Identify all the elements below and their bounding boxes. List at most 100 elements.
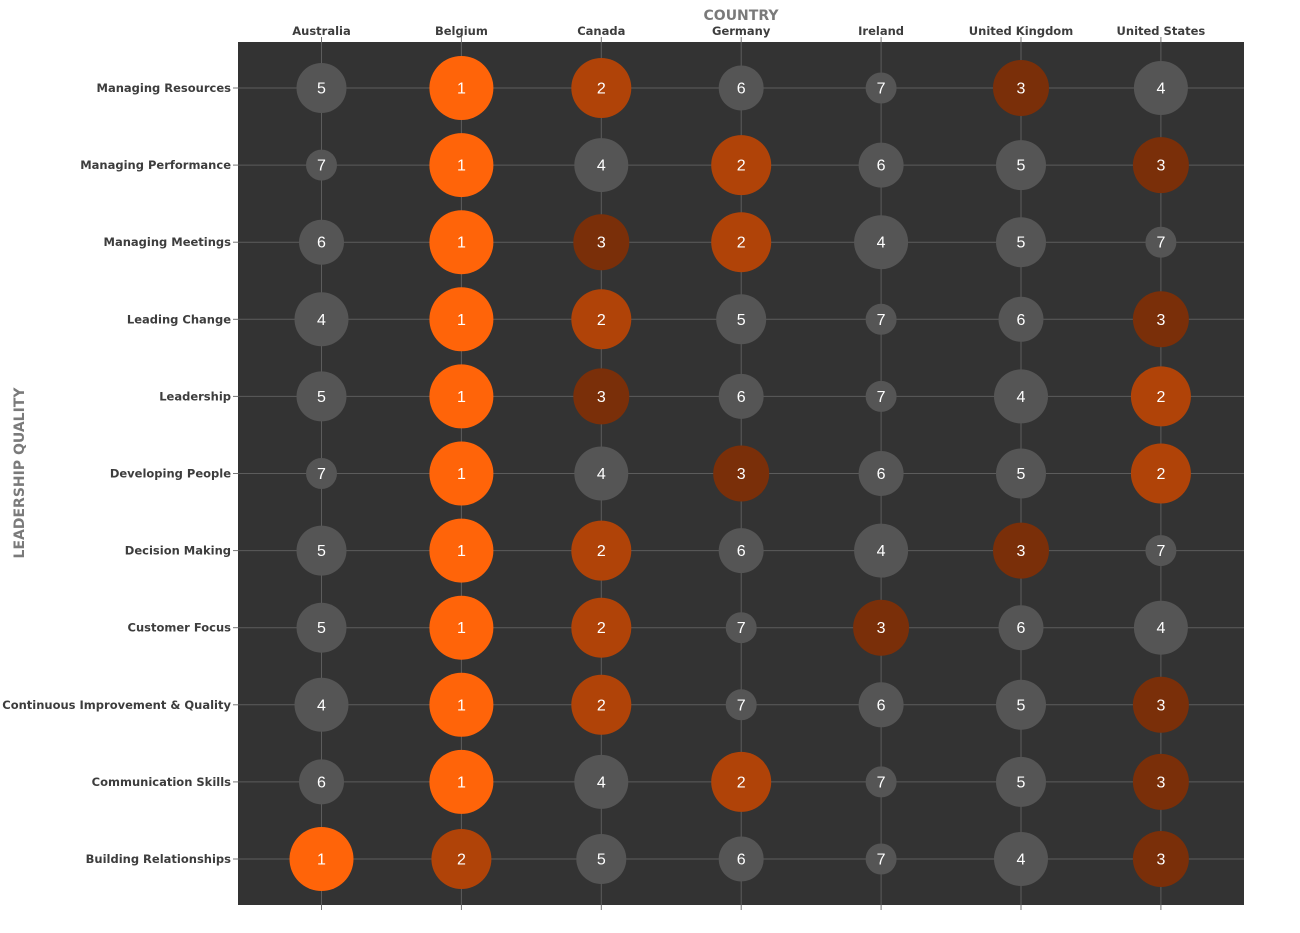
bubble-rank-label: 4 xyxy=(597,774,606,791)
bubble-circle xyxy=(865,380,897,412)
bubble-rank-label: 1 xyxy=(457,389,466,406)
bubble-circle xyxy=(571,597,632,658)
bubble-rank-label: 3 xyxy=(597,389,606,406)
bubble: 5 xyxy=(996,140,1046,191)
bubble-circle xyxy=(429,749,494,814)
bubble-rank-label: 7 xyxy=(877,312,886,329)
bubble-rank-label: 5 xyxy=(1017,466,1026,483)
bubble: 1 xyxy=(429,441,494,506)
row-label: Building Relationships xyxy=(86,852,232,866)
bubble-rank-label: 2 xyxy=(1156,466,1165,483)
bubble-circle xyxy=(1132,676,1189,733)
row-label: Communication Skills xyxy=(92,775,231,789)
bubble: 6 xyxy=(858,451,904,496)
column-label: United States xyxy=(1117,24,1206,38)
bubble-rank-label: 5 xyxy=(317,620,326,637)
bubble-circle xyxy=(1130,366,1191,427)
bubble-rank-label: 2 xyxy=(737,774,746,791)
bubble: 2 xyxy=(711,212,772,273)
bubble-circle xyxy=(296,371,347,422)
bubble-rank-label: 3 xyxy=(1017,543,1026,560)
bubble: 1 xyxy=(429,133,494,198)
bubble-circle xyxy=(725,612,757,644)
bubble-rank-label: 4 xyxy=(877,543,886,560)
bubble-circle xyxy=(571,58,632,118)
column-label: Germany xyxy=(712,24,771,38)
bubble-circle xyxy=(299,759,344,805)
bubble-circle xyxy=(296,63,347,113)
bubble-circle xyxy=(573,368,630,425)
bubble-circle xyxy=(429,672,494,737)
row-label: Managing Performance xyxy=(80,158,231,172)
bubble-rank-label: 7 xyxy=(737,620,746,637)
bubble-circle xyxy=(996,448,1046,499)
bubble-rank-label: 7 xyxy=(1156,543,1165,560)
bubble-circle xyxy=(993,522,1049,579)
bubble-rank-label: 2 xyxy=(597,543,606,560)
bubble-rank-label: 3 xyxy=(1017,81,1026,98)
bubble-rank-label: 6 xyxy=(877,697,886,714)
bubble: 2 xyxy=(571,58,632,118)
bubble-rank-label: 3 xyxy=(597,235,606,252)
row-label: Leading Change xyxy=(127,312,231,326)
y-tick-labels: Managing Resources Managing Performance Ma… xyxy=(2,81,231,866)
bubble-circle xyxy=(1145,226,1177,258)
bubble: 3 xyxy=(1132,137,1189,194)
bubble: 3 xyxy=(573,368,630,425)
bubble: 4 xyxy=(994,832,1048,886)
bubble-circle xyxy=(858,682,904,728)
bubble-circle xyxy=(718,65,764,111)
column-label: Belgium xyxy=(435,24,488,38)
bubble-rank-label: 1 xyxy=(457,466,466,483)
bubble-rank-label: 6 xyxy=(737,81,746,98)
bubbles: 5 1 2 6 7 3 4 7 1 4 2 6 5 3 6 1 3 2 4 5 7 4 1 2 5 7 6 3 5 1 3 6 7 4 2 7 1 4 3 6… xyxy=(289,56,1191,891)
bubble-rank-label: 6 xyxy=(877,158,886,175)
bubble-circle xyxy=(865,303,897,335)
column-label: Australia xyxy=(292,24,351,38)
bubble: 4 xyxy=(1133,61,1188,115)
row-label: Decision Making xyxy=(125,544,231,558)
bubble-rank-label: 3 xyxy=(737,466,746,483)
row-label: Continuous Improvement & Quality xyxy=(2,698,231,712)
bubble-rank-label: 6 xyxy=(317,774,326,791)
bubble-circle xyxy=(1130,443,1191,504)
x-tick-labels: Australia Belgium Canada Germany Ireland Unit… xyxy=(292,24,1205,38)
bubble: 4 xyxy=(294,292,349,347)
bubble: 6 xyxy=(299,759,344,805)
bubble: 4 xyxy=(994,369,1048,424)
bubble: 2 xyxy=(571,520,632,581)
bubble-rank-label: 4 xyxy=(1017,852,1026,869)
row-label: Managing Resources xyxy=(97,81,232,95)
bubble-circle xyxy=(306,458,337,489)
bubble-circle xyxy=(854,215,909,270)
bubble-circle xyxy=(571,289,632,350)
bubble-rank-label: 3 xyxy=(877,620,886,637)
bubble-circle xyxy=(574,138,629,193)
bubble: 4 xyxy=(574,138,629,193)
bubble-circle xyxy=(994,369,1048,424)
bubble-circle xyxy=(294,292,349,347)
bubble-rank-label: 3 xyxy=(1156,774,1165,791)
bubble: 2 xyxy=(431,829,492,889)
bubble-circle xyxy=(429,364,494,429)
bubble: 7 xyxy=(306,458,337,489)
bubble: 7 xyxy=(1145,226,1177,258)
bubble-rank-label: 2 xyxy=(1156,389,1165,406)
bubble: 5 xyxy=(996,679,1046,730)
bubble-rank-label: 7 xyxy=(877,774,886,791)
bubble-rank-label: 1 xyxy=(457,697,466,714)
bubble: 3 xyxy=(573,214,630,271)
bubble: 7 xyxy=(306,149,337,181)
bubble-rank-label: 5 xyxy=(597,852,606,869)
bubble-rank-label: 7 xyxy=(317,466,326,483)
bubble-circle xyxy=(996,756,1046,807)
bubble-rank-label: 3 xyxy=(1156,158,1165,175)
bubble-circle xyxy=(574,754,629,809)
bubble-circle xyxy=(429,56,494,120)
bubble: 6 xyxy=(299,219,344,265)
bubble-rank-label: 6 xyxy=(877,466,886,483)
bubble-circle xyxy=(716,294,767,345)
row-label: Leadership xyxy=(159,389,231,403)
bubble-circle xyxy=(718,836,764,882)
bubble-circle xyxy=(1132,753,1189,810)
